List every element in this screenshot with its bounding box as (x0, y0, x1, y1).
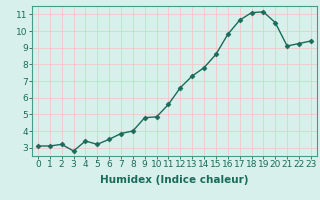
X-axis label: Humidex (Indice chaleur): Humidex (Indice chaleur) (100, 175, 249, 185)
